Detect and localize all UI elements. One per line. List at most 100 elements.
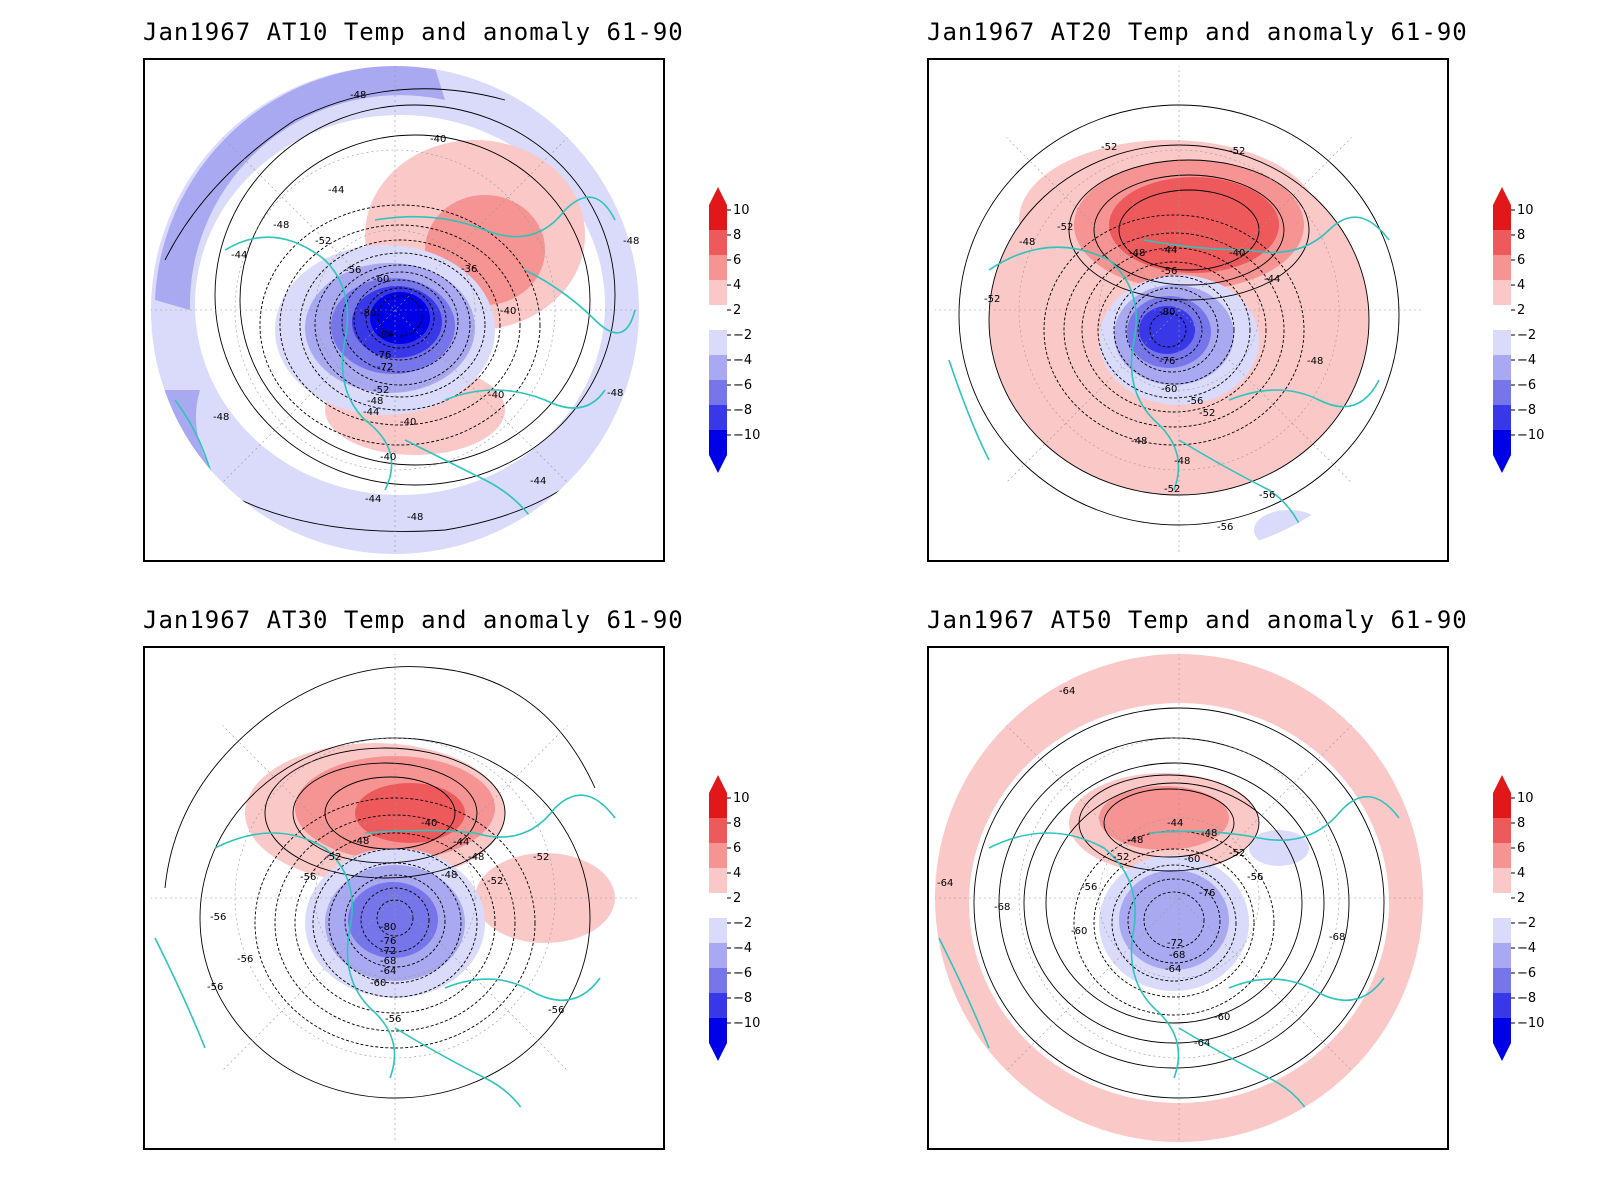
colorbar-swatch <box>1493 430 1511 455</box>
contour-label: -64 <box>1194 1038 1210 1049</box>
contour-label: -60 <box>373 274 389 285</box>
colorbar-swatch <box>709 280 727 305</box>
colorbar-label: −10 <box>1517 1016 1544 1031</box>
contour-label: -40 <box>421 818 437 829</box>
colorbar-swatch <box>709 330 727 355</box>
colorbar-swatch <box>709 893 727 918</box>
colorbar-label: −6 <box>733 966 752 981</box>
colorbar-graphic: 10 8 6 4 2 −2 −4 −6 −8 −10 <box>1493 775 1544 1061</box>
contour-label: -80 <box>360 308 376 319</box>
contour-label: -48 <box>350 90 366 101</box>
colorbar-label: 6 <box>733 841 741 856</box>
colorbar-swatch <box>1493 255 1511 280</box>
colorbar-top-arrow <box>709 187 727 205</box>
colorbar-swatch <box>1493 893 1511 918</box>
colorbar-swatch <box>709 430 727 455</box>
colorbar-swatch <box>709 405 727 430</box>
contour-label: -48 <box>273 220 289 231</box>
colorbar-label: −2 <box>733 916 752 931</box>
contour-label: -56 <box>1161 266 1177 277</box>
colorbar-label: −6 <box>733 378 752 393</box>
contour-label: -56 <box>300 872 316 883</box>
contour-label: -48 <box>1307 356 1323 367</box>
contour-label: -56 <box>1187 396 1203 407</box>
colorbar-bottom-arrow <box>1493 1043 1511 1061</box>
panel-title: Jan1967 AT20 Temp and anomaly 61-90 <box>927 18 1468 46</box>
colorbar-swatch <box>709 230 727 255</box>
colorbar-graphic: 10 8 6 4 2 −2 −4 −6 −8 −10 <box>1493 187 1544 473</box>
contour-label: -64 <box>380 966 396 977</box>
contour-label: -52 <box>1057 222 1073 233</box>
contour-label: -48 <box>1201 828 1217 839</box>
contour-label: -52 <box>373 385 389 396</box>
colorbar-label: −4 <box>1517 941 1536 956</box>
polar-map: -48 -40 -44 -48 -52 -44 -56 -60 -36 -40 … <box>143 58 665 562</box>
contour-label: -60 <box>1161 384 1177 395</box>
contour-label: -48 <box>213 412 229 423</box>
contour-label: -80 <box>1159 307 1175 318</box>
panel-title: Jan1967 AT30 Temp and anomaly 61-90 <box>143 606 684 634</box>
anomaly-colorbar: 10 8 6 4 2 −2 −4 −6 −8 −10 <box>1487 771 1567 1071</box>
contour-label: -76 <box>1159 356 1175 367</box>
contour-label: -52 <box>1199 408 1215 419</box>
colorbar-label: −6 <box>1517 966 1536 981</box>
colorbar-swatch <box>709 993 727 1018</box>
colorbar-label: 10 <box>733 203 750 218</box>
contour-label: -76 <box>380 936 396 947</box>
contour-label: -68 <box>1329 932 1345 943</box>
contour-label: -44 <box>1167 818 1183 829</box>
polar-map: -40 -44 -48 -48 -52 -48 -52 -52 -56 -56 … <box>143 646 665 1150</box>
contour-label: -56 <box>1081 882 1097 893</box>
contour-label: -56 <box>210 912 226 923</box>
colorbar-label: 8 <box>1517 816 1525 831</box>
colorbar-swatch <box>709 843 727 868</box>
colorbar-graphic: 10 8 6 4 2 −2 −4 −6 −8 −10 <box>709 187 760 473</box>
contour-label: -52 <box>533 852 549 863</box>
colorbar-label: 4 <box>733 278 741 293</box>
contour-label: -56 <box>385 1014 401 1025</box>
colorbar-label: 8 <box>1517 228 1525 243</box>
colorbar-label: 2 <box>733 303 741 318</box>
contour-label: -68 <box>1169 950 1185 961</box>
contour-label: -48 <box>353 836 369 847</box>
anomaly-colorbar: 10 8 6 4 2 −2 −4 −6 −8 −10 <box>703 771 783 1071</box>
colorbar-label: −2 <box>1517 328 1536 343</box>
colorbar-swatch <box>1493 205 1511 230</box>
contour-label: -72 <box>380 946 396 957</box>
polar-map: -64 -44 -48 -48 -52 -60 -52 -56 -56 -64 … <box>927 646 1449 1150</box>
contour-label: -40 <box>1229 248 1245 259</box>
contour-labels: -64 -44 -48 -48 -52 -60 -52 -56 -56 -64 … <box>937 686 1345 1049</box>
contour-label: -40 <box>500 306 516 317</box>
colorbar-label: 4 <box>1517 866 1525 881</box>
colorbar-label: 6 <box>733 253 741 268</box>
anomaly-colorbar: 10 8 6 4 2 −2 −4 −6 −8 −10 <box>1487 183 1567 483</box>
colorbar-bottom-arrow <box>1493 455 1511 473</box>
colorbar-label: −8 <box>1517 991 1536 1006</box>
contour-label: -64 <box>937 878 953 889</box>
map-canvas: -48 -40 -44 -48 -52 -44 -56 -60 -36 -40 … <box>149 64 641 556</box>
contour-label: -40 <box>488 390 504 401</box>
contour-label: -48 <box>1174 456 1190 467</box>
colorbar-label: 6 <box>1517 841 1525 856</box>
colorbar-label: −10 <box>733 428 760 443</box>
colorbar-swatch <box>1493 843 1511 868</box>
contour-label: -44 <box>1264 274 1280 285</box>
contour-label: -44 <box>530 476 546 487</box>
colorbar-swatch <box>1493 993 1511 1018</box>
colorbar-swatch <box>709 793 727 818</box>
contour-label: -44 <box>453 837 469 848</box>
contour-label: -60 <box>1184 854 1200 865</box>
colorbar-swatch <box>709 918 727 943</box>
contour-labels: -40 -44 -48 -48 -52 -48 -52 -52 -56 -56 … <box>207 818 564 1025</box>
map-canvas: -64 -44 -48 -48 -52 -60 -52 -56 -56 -64 … <box>933 652 1425 1144</box>
contour-label: -76 <box>1199 888 1215 899</box>
contour-label: -48 <box>1019 237 1035 248</box>
colorbar-label: −8 <box>733 991 752 1006</box>
colorbar-label: 8 <box>733 816 741 831</box>
contour-label: -52 <box>315 236 331 247</box>
contour-label: -48 <box>623 236 639 247</box>
colorbar-label: −4 <box>733 353 752 368</box>
colorbar-label: 10 <box>733 791 750 806</box>
colorbar-label: 2 <box>1517 303 1525 318</box>
map-canvas: -52 -52 -52 -48 -48 -44 -40 -56 -44 -80 … <box>933 64 1425 556</box>
